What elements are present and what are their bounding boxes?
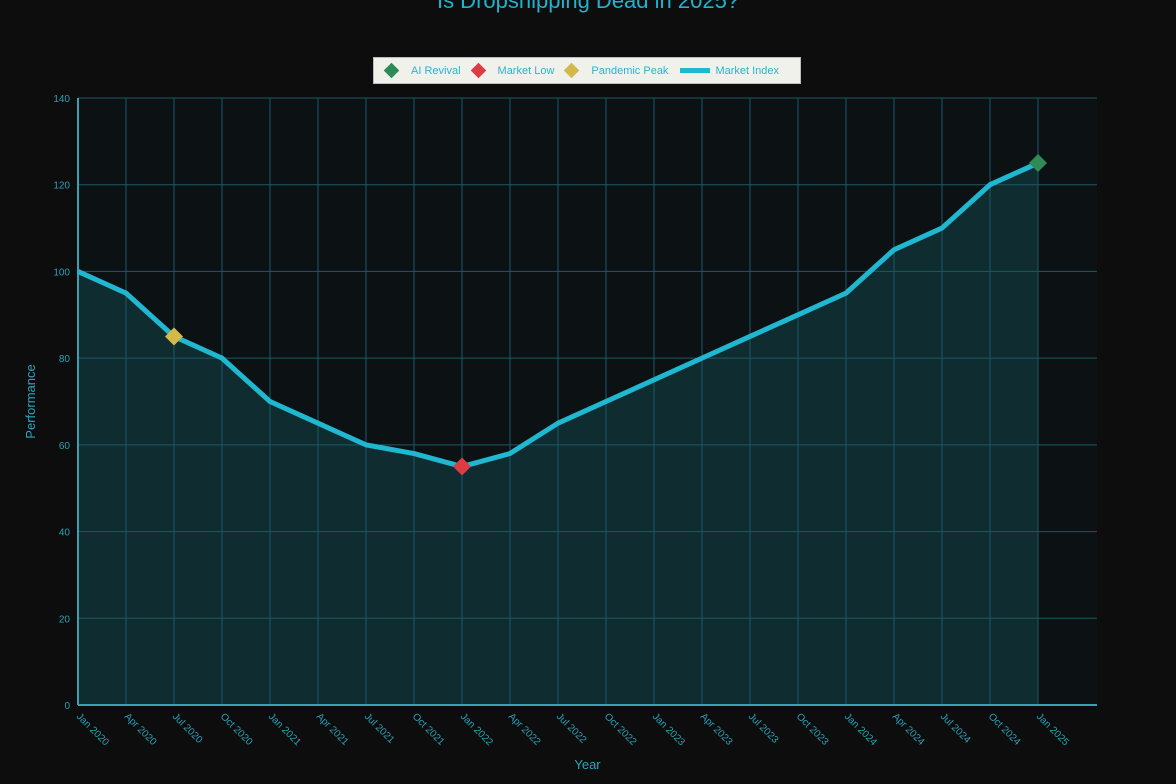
legend: AI Revival Market Low Pandemic Peak Mark… <box>373 57 801 84</box>
data-point <box>605 401 607 402</box>
x-tick-label: Apr 2021 <box>314 711 351 748</box>
data-point <box>845 292 847 294</box>
legend-label: Market Index <box>715 64 780 77</box>
marker-ai-revival <box>1029 154 1047 173</box>
x-tick-label: Oct 2023 <box>794 711 831 748</box>
legend-item-ai-revival[interactable]: AI Revival <box>383 62 461 79</box>
x-tick-label: Jul 2024 <box>938 711 973 746</box>
x-tick-label: Jan 2020 <box>74 711 111 748</box>
data-point <box>941 227 943 229</box>
x-axis-label: Year <box>574 757 601 772</box>
x-tick-label: Oct 2022 <box>602 711 639 748</box>
legend-item-market-low[interactable]: Market Low <box>470 62 555 79</box>
data-point <box>509 453 511 455</box>
data-point <box>413 453 415 455</box>
x-tick-label: Oct 2021 <box>410 711 447 748</box>
line-icon <box>680 68 711 73</box>
x-tick-label: Jul 2022 <box>554 711 589 746</box>
x-tick-label: Oct 2024 <box>986 711 1023 748</box>
chart-title: Is Dropshipping Dead in 2025? <box>436 0 740 13</box>
x-tick-label: Apr 2023 <box>698 711 735 748</box>
plot-area <box>78 98 1097 705</box>
x-tick-label: Jan 2023 <box>650 711 687 748</box>
data-point <box>365 444 367 446</box>
x-tick-label: Apr 2022 <box>506 711 543 748</box>
marker-pandemic-peak <box>165 327 183 346</box>
y-tick-label: 140 <box>53 94 70 105</box>
y-tick-label: 60 <box>59 441 71 452</box>
data-point <box>893 249 895 251</box>
y-tick-label: 0 <box>64 701 70 712</box>
data-point <box>269 401 271 402</box>
data-point <box>989 184 991 186</box>
legend-item-pandemic-peak[interactable]: Pandemic Peak <box>564 62 669 79</box>
legend-item-market-index[interactable]: Market Index <box>680 65 779 77</box>
x-tick-label: Jan 2022 <box>458 711 495 748</box>
data-point <box>557 422 559 424</box>
data-point <box>77 270 79 272</box>
x-tick-label: Jan 2024 <box>842 711 879 748</box>
legend-label: Pandemic Peak <box>591 64 669 77</box>
data-point <box>125 292 127 294</box>
x-tick-label: Oct 2020 <box>218 711 255 748</box>
data-point <box>221 357 223 359</box>
x-tick-label: Jan 2025 <box>1034 711 1071 748</box>
y-tick-label: 100 <box>53 267 70 278</box>
x-tick-label: Apr 2024 <box>890 711 927 748</box>
data-point <box>701 357 703 359</box>
data-point <box>653 379 655 381</box>
y-tick-label: 40 <box>59 528 71 539</box>
data-point <box>317 422 319 424</box>
marker-market-low <box>453 457 471 476</box>
x-tick-label: Apr 2020 <box>122 711 159 748</box>
data-point <box>797 314 799 316</box>
x-tick-label: Jul 2021 <box>362 711 397 746</box>
y-tick-label: 120 <box>53 181 70 192</box>
x-tick-label: Jan 2021 <box>266 711 303 748</box>
data-point <box>749 335 751 337</box>
y-axis-label: Performance <box>23 364 38 438</box>
legend-label: AI Revival <box>411 64 461 77</box>
y-tick-label: 20 <box>59 614 71 625</box>
x-tick-label: Jul 2023 <box>746 711 781 746</box>
x-tick-label: Jul 2020 <box>170 711 205 746</box>
y-tick-label: 80 <box>59 354 71 365</box>
legend-label: Market Low <box>497 64 555 77</box>
